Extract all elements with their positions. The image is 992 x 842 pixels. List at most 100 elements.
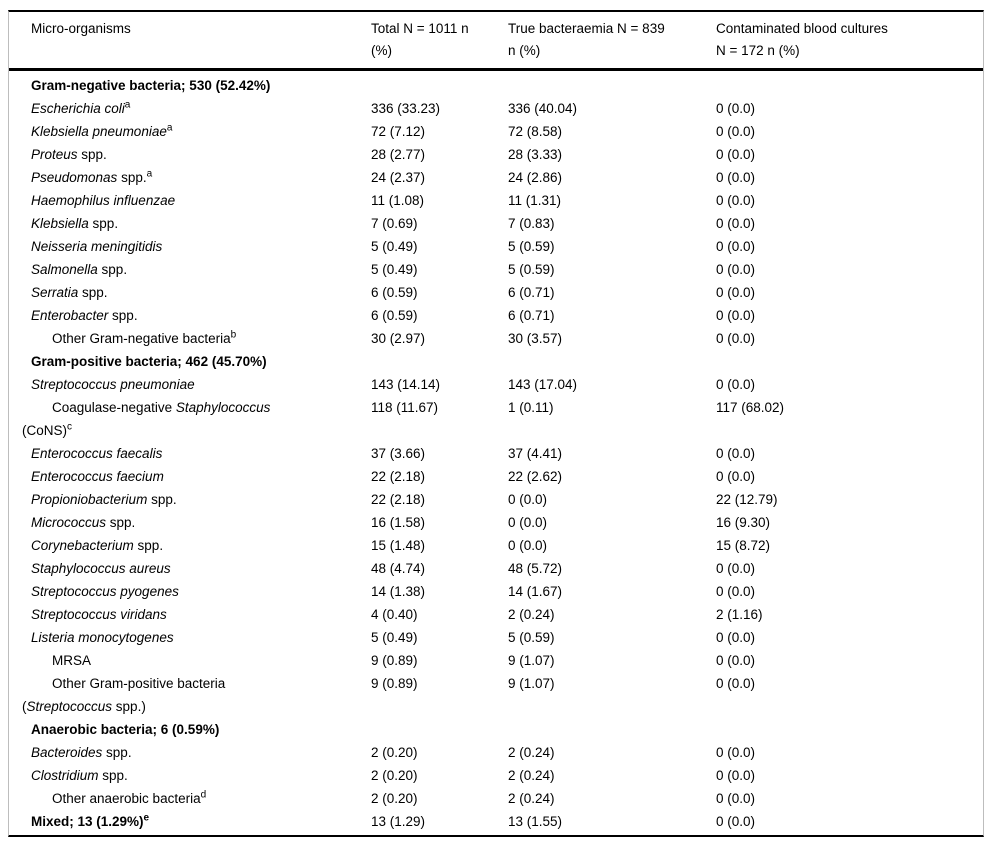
- value-cell: 2 (0.20): [371, 745, 418, 760]
- value-cell: 22 (2.18): [371, 492, 426, 507]
- value-cell: 5 (0.49): [371, 630, 418, 645]
- table-row: Staphylococcus aureus 48 (4.74) 48 (5.72) 0…: [9, 557, 983, 580]
- table-row: Streptococcus pyogenes 14 (1.38) 14 (1.67)…: [9, 580, 983, 603]
- value-cell: 336 (33.23): [371, 101, 441, 116]
- value-cell: 2 (1.16): [716, 607, 763, 622]
- table-body: Gram-negative bacteria; 530 (52.42%) Esch…: [9, 71, 983, 835]
- value-cell: 0 (0.0): [716, 469, 756, 484]
- col-header-total: Total N = 1011 n (%): [371, 21, 469, 58]
- value-cell: 22 (2.18): [371, 469, 426, 484]
- organism-name: Corynebacterium spp.: [31, 538, 164, 553]
- value-cell: [716, 74, 983, 97]
- value-cell: 0 (0.0): [716, 446, 756, 461]
- table-row: Coagulase-negative Staphylococcus (CoNS)c…: [9, 396, 983, 442]
- section-row: Gram-negative bacteria; 530 (52.42%): [9, 74, 983, 97]
- organism-name: Gram-positive bacteria; 462 (45.70%): [31, 354, 267, 369]
- value-cell: 15 (1.48): [371, 538, 426, 553]
- value-cell: 117 (68.02): [716, 400, 785, 415]
- value-cell: 0 (0.0): [716, 768, 756, 783]
- value-cell: 14 (1.38): [371, 584, 426, 599]
- organism-name: Neisseria meningitidis: [31, 239, 163, 254]
- organism-name: Listeria monocytogenes: [31, 630, 174, 645]
- organism-name: Other Gram-positive bacteria (Streptococc…: [22, 676, 226, 714]
- value-cell: 48 (4.74): [371, 561, 426, 576]
- value-cell: 0 (0.0): [716, 193, 756, 208]
- table-row: Pseudomonas spp.a 24 (2.37) 24 (2.86) 0 (0.…: [9, 166, 983, 189]
- table-row: Proteus spp. 28 (2.77) 28 (3.33) 0 (0.0): [9, 143, 983, 166]
- value-cell: 6 (0.59): [371, 308, 418, 323]
- value-cell: 0 (0.0): [716, 239, 756, 254]
- organism-name: Enterococcus faecalis: [31, 446, 163, 461]
- value-cell: 14 (1.67): [508, 584, 563, 599]
- value-cell: 9 (1.07): [508, 676, 555, 691]
- value-cell: 6 (0.71): [508, 285, 555, 300]
- organism-name: Propioniobacterium spp.: [31, 492, 177, 507]
- organism-name: Pseudomonas spp.a: [31, 168, 153, 185]
- value-cell: 9 (1.07): [508, 653, 555, 668]
- value-cell: 1 (0.11): [508, 400, 554, 415]
- table-row: Serratia spp. 6 (0.59) 6 (0.71) 0 (0.0): [9, 281, 983, 304]
- value-cell: 24 (2.37): [371, 170, 426, 185]
- organism-name: Mixed; 13 (1.29%)e: [31, 812, 150, 829]
- table-row: Salmonella spp. 5 (0.49) 5 (0.59) 0 (0.0): [9, 258, 983, 281]
- organism-name: Bacteroides spp.: [31, 745, 132, 760]
- value-cell: 13 (1.55): [508, 814, 563, 829]
- value-cell: 0 (0.0): [716, 745, 756, 760]
- value-cell: 5 (0.49): [371, 239, 418, 254]
- table-row: MRSA 9 (0.89) 9 (1.07) 0 (0.0): [9, 649, 983, 672]
- organism-name: Anaerobic bacteria; 6 (0.59%): [31, 722, 220, 737]
- col-header-contaminated: Contaminated blood cultures N = 172 n (%…: [716, 21, 888, 58]
- table-row: Listeria monocytogenes 5 (0.49) 5 (0.59) 0 …: [9, 626, 983, 649]
- value-cell: 9 (0.89): [371, 676, 418, 691]
- value-cell: 0 (0.0): [716, 814, 756, 829]
- value-cell: [508, 74, 716, 97]
- organism-name: Salmonella spp.: [31, 262, 128, 277]
- value-cell: 0 (0.0): [716, 676, 756, 691]
- value-cell: 16 (1.58): [371, 515, 426, 530]
- table-row: Bacteroides spp. 2 (0.20) 2 (0.24) 0 (0.0): [9, 741, 983, 764]
- table-row: Klebsiella pneumoniaea 72 (7.12) 72 (8.58)…: [9, 120, 983, 143]
- table-row: Propioniobacterium spp. 22 (2.18) 0 (0.0) 2…: [9, 488, 983, 511]
- value-cell: 0 (0.0): [508, 492, 548, 507]
- value-cell: 5 (0.49): [371, 262, 418, 277]
- value-cell: [716, 718, 983, 741]
- organism-name: Streptococcus pneumoniae: [31, 377, 195, 392]
- value-cell: 0 (0.0): [716, 331, 756, 346]
- table-row: Neisseria meningitidis 5 (0.49) 5 (0.59) 0 …: [9, 235, 983, 258]
- value-cell: 2 (0.20): [371, 791, 418, 806]
- organism-name: Serratia spp.: [31, 285, 108, 300]
- value-cell: 0 (0.0): [716, 561, 756, 576]
- value-cell: 11 (1.08): [371, 193, 425, 208]
- value-cell: 16 (9.30): [716, 515, 771, 530]
- value-cell: 48 (5.72): [508, 561, 563, 576]
- value-cell: 37 (4.41): [508, 446, 563, 461]
- table-row: Other Gram-positive bacteria (Streptococc…: [9, 672, 983, 718]
- table-row: Streptococcus viridans 4 (0.40) 2 (0.24) 2 …: [9, 603, 983, 626]
- value-cell: 22 (12.79): [716, 492, 778, 507]
- organism-name: Staphylococcus aureus: [31, 561, 171, 576]
- value-cell: [508, 718, 716, 741]
- organism-name: MRSA: [52, 653, 92, 668]
- value-cell: 9 (0.89): [371, 653, 418, 668]
- organism-name: Clostridium spp.: [31, 768, 128, 783]
- organism-name: Haemophilus influenzae: [31, 193, 176, 208]
- table-row: Enterococcus faecalis 37 (3.66) 37 (4.41) 0…: [9, 442, 983, 465]
- value-cell: 30 (3.57): [508, 331, 563, 346]
- value-cell: 72 (7.12): [371, 124, 426, 139]
- value-cell: 30 (2.97): [371, 331, 426, 346]
- value-cell: 0 (0.0): [716, 308, 756, 323]
- value-cell: 0 (0.0): [716, 170, 756, 185]
- section-row: Gram-positive bacteria; 462 (45.70%): [9, 350, 983, 373]
- value-cell: 24 (2.86): [508, 170, 563, 185]
- organism-name: Enterobacter spp.: [31, 308, 138, 323]
- table-row: Corynebacterium spp. 15 (1.48) 0 (0.0) 15 (…: [9, 534, 983, 557]
- organism-name: Klebsiella pneumoniaea: [31, 122, 173, 139]
- table-row: Micrococcus spp. 16 (1.58) 0 (0.0) 16 (9.30…: [9, 511, 983, 534]
- value-cell: 0 (0.0): [716, 630, 756, 645]
- value-cell: [371, 718, 508, 741]
- value-cell: 11 (1.31): [508, 193, 562, 208]
- value-cell: 15 (8.72): [716, 538, 771, 553]
- value-cell: 143 (17.04): [508, 377, 578, 392]
- table-row: Mixed; 13 (1.29%)e 13 (1.29) 13 (1.55) 0 (0…: [9, 810, 983, 833]
